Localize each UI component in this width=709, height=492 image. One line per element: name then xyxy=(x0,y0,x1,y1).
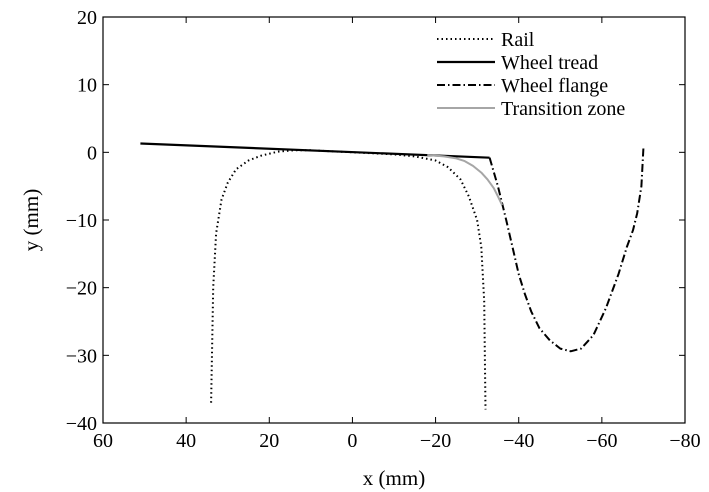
y-tick-label: −20 xyxy=(66,278,97,300)
y-tick-label: −40 xyxy=(66,413,97,435)
x-axis-label: x (mm) xyxy=(363,466,425,490)
legend-label-transition-zone: Transition zone xyxy=(501,98,625,120)
legend-label-wheel-flange: Wheel flange xyxy=(501,75,608,97)
x-tick-label: −60 xyxy=(586,430,617,452)
series-line-transition-zone xyxy=(427,154,504,206)
axes: 60 40 20 0 −20 −40 −60 −80 −40 −30 −20 −10 0 10 20 xyxy=(66,7,701,452)
x-tick-label: 40 xyxy=(176,430,196,452)
plot-area xyxy=(140,142,645,410)
legend-label-wheel-tread: Wheel tread xyxy=(501,52,598,74)
y-axis-label: y (mm) xyxy=(19,189,43,251)
x-tick-label: 20 xyxy=(259,430,279,452)
y-tick-label: −10 xyxy=(66,210,97,232)
series-line-wheel-flange xyxy=(488,148,645,353)
y-tick-label: −30 xyxy=(66,345,97,367)
x-tick-label: 60 xyxy=(93,430,113,452)
series-line-rail xyxy=(210,149,487,410)
y-tick-label: 0 xyxy=(87,142,97,164)
x-tick-label: −80 xyxy=(669,430,700,452)
x-tick-label: −40 xyxy=(503,430,534,452)
legend-label-rail: Rail xyxy=(501,29,535,51)
y-tick-label: 20 xyxy=(77,7,97,29)
x-tick-label: −20 xyxy=(420,430,451,452)
y-tick-label: 10 xyxy=(77,75,97,97)
x-tick-label: 0 xyxy=(347,430,357,452)
